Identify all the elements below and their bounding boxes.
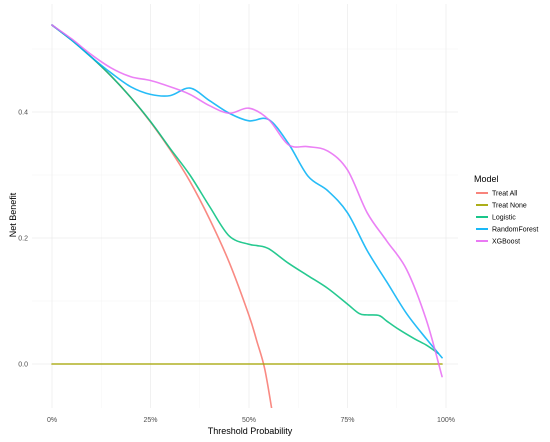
x-tick-label: 25%	[143, 417, 157, 424]
series-layer	[51, 24, 443, 408]
x-axis-title: Threshold Probability	[208, 426, 293, 436]
legend-label-treat-all: Treat All	[492, 191, 518, 198]
grid-layer	[32, 4, 458, 408]
legend-items: Treat All Treat None Logistic RandomForest X…	[476, 191, 538, 246]
legend-label-treat-none: Treat None	[492, 203, 527, 210]
legend-title: Model	[474, 174, 499, 184]
legend-label-logistic: Logistic	[492, 215, 516, 222]
legend: Model Treat All Treat None Logistic RandomF…	[474, 174, 538, 246]
y-tick-label: 0.0	[18, 362, 28, 369]
x-tick-label: 100%	[437, 417, 455, 424]
y-tick-labels: 0.0 0.2 0.4	[18, 110, 28, 369]
y-tick-label: 0.4	[18, 110, 28, 117]
series-line-logistic	[51, 24, 439, 355]
legend-label-randomforest: RandomForest	[492, 227, 538, 234]
x-tick-label: 0%	[47, 417, 57, 424]
x-tick-label: 75%	[340, 417, 354, 424]
series-line-randomforest	[51, 24, 443, 359]
y-axis-title: Net Benefit	[8, 192, 18, 237]
x-tick-label: 50%	[242, 417, 256, 424]
x-tick-labels: 0% 25% 50% 75% 100%	[47, 417, 455, 424]
legend-label-xgboost: XGBoost	[492, 239, 520, 246]
series-line-xgboost	[51, 24, 443, 378]
y-tick-label: 0.2	[18, 236, 28, 243]
